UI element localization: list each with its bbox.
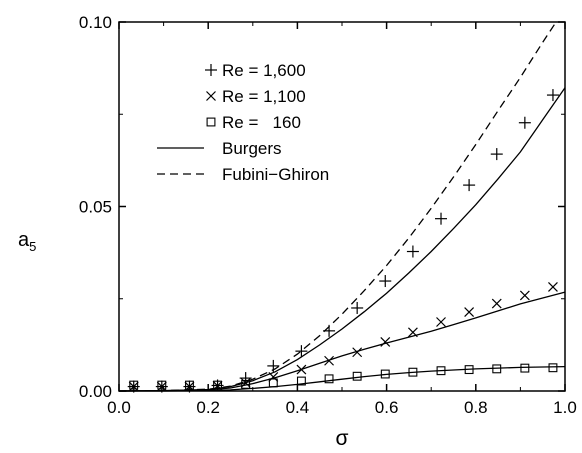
data-point-cross (464, 307, 475, 317)
x-tick-label: 1.0 (553, 398, 577, 417)
x-tick-label: 0.6 (375, 398, 399, 417)
data-point-square (185, 380, 194, 390)
data-point-square (352, 371, 362, 381)
data-point-square (548, 363, 558, 373)
data-point-square (213, 380, 223, 390)
legend: Re = 1,600 Re = 1,100 Re = 160 Burgers Fubin… (157, 61, 329, 184)
y-tick-label: 0.10 (79, 13, 112, 32)
data-point-cross (436, 317, 446, 327)
data-point-square (492, 364, 502, 374)
data-point-square (408, 367, 418, 377)
data-point-plus (351, 301, 364, 314)
data-point-plus (323, 324, 336, 337)
data-point-plus (490, 148, 503, 161)
legend-marker-plus (205, 64, 217, 76)
data-point-plus (546, 89, 559, 102)
y-axis-label: a5 (18, 229, 36, 254)
data-point-cross (491, 298, 502, 309)
legend-label: Burgers (222, 139, 282, 158)
y-tick-label: 0.05 (79, 198, 112, 217)
burgers-curve-1 (118, 291, 566, 392)
curve-layer (118, 21, 566, 392)
data-point-cross (184, 381, 195, 392)
x-tick-label: 0.8 (464, 398, 488, 417)
data-point-cross (519, 290, 530, 301)
data-point-cross (352, 347, 363, 358)
legend-label: Re = 1,100 (222, 87, 306, 106)
data-point-cross (268, 372, 279, 382)
data-point-square (380, 369, 390, 379)
data-point-square (268, 378, 278, 388)
data-point-cross (296, 364, 307, 375)
legend-marker-square (206, 117, 216, 127)
data-point-plus (435, 212, 448, 225)
data-point-square (129, 380, 139, 390)
data-point-square (436, 366, 446, 376)
y-axis-label-main: a (18, 229, 30, 251)
legend-label: Re = 1,600 (222, 61, 306, 80)
x-tick-label: 0.0 (107, 398, 131, 417)
x-axis-label: σ (336, 427, 349, 450)
data-point-cross (324, 355, 334, 366)
y-axis-label-sub: 5 (29, 239, 36, 254)
data-point-square (464, 365, 474, 375)
data-point-square (241, 379, 251, 389)
marker-layer (127, 89, 559, 393)
fubini-ghiron-curve-3 (118, 21, 557, 392)
data-point-plus (463, 179, 476, 192)
plot-frame (118, 21, 566, 392)
tick-layer: 0.0 0.2 0.4 0.6 0.8 1.0 0.00 0.05 0.10 (79, 13, 577, 417)
y-tick-label: 0.00 (79, 382, 112, 401)
data-point-cross (128, 381, 139, 392)
data-point-square (157, 380, 167, 390)
legend-label: Fubini−Ghiron (222, 165, 329, 184)
data-point-square (324, 374, 334, 384)
data-point-plus (406, 245, 419, 258)
data-point-square (520, 363, 530, 373)
data-point-square (296, 376, 306, 386)
x-tick-label: 0.4 (286, 398, 310, 417)
data-point-cross (240, 377, 251, 388)
data-point-cross (156, 381, 167, 392)
data-point-plus (295, 345, 308, 358)
burgers-curve-0 (118, 87, 566, 392)
x-tick-label: 0.2 (196, 398, 220, 417)
data-point-cross (407, 327, 418, 338)
data-point-plus (267, 359, 280, 372)
legend-marker-cross (206, 91, 216, 101)
data-point-plus (379, 275, 392, 288)
legend-label: Re = 160 (222, 113, 301, 132)
burgers-curve-2 (119, 365, 566, 392)
data-point-cross (548, 282, 558, 292)
data-point-plus (518, 116, 531, 129)
data-point-cross (380, 336, 391, 347)
